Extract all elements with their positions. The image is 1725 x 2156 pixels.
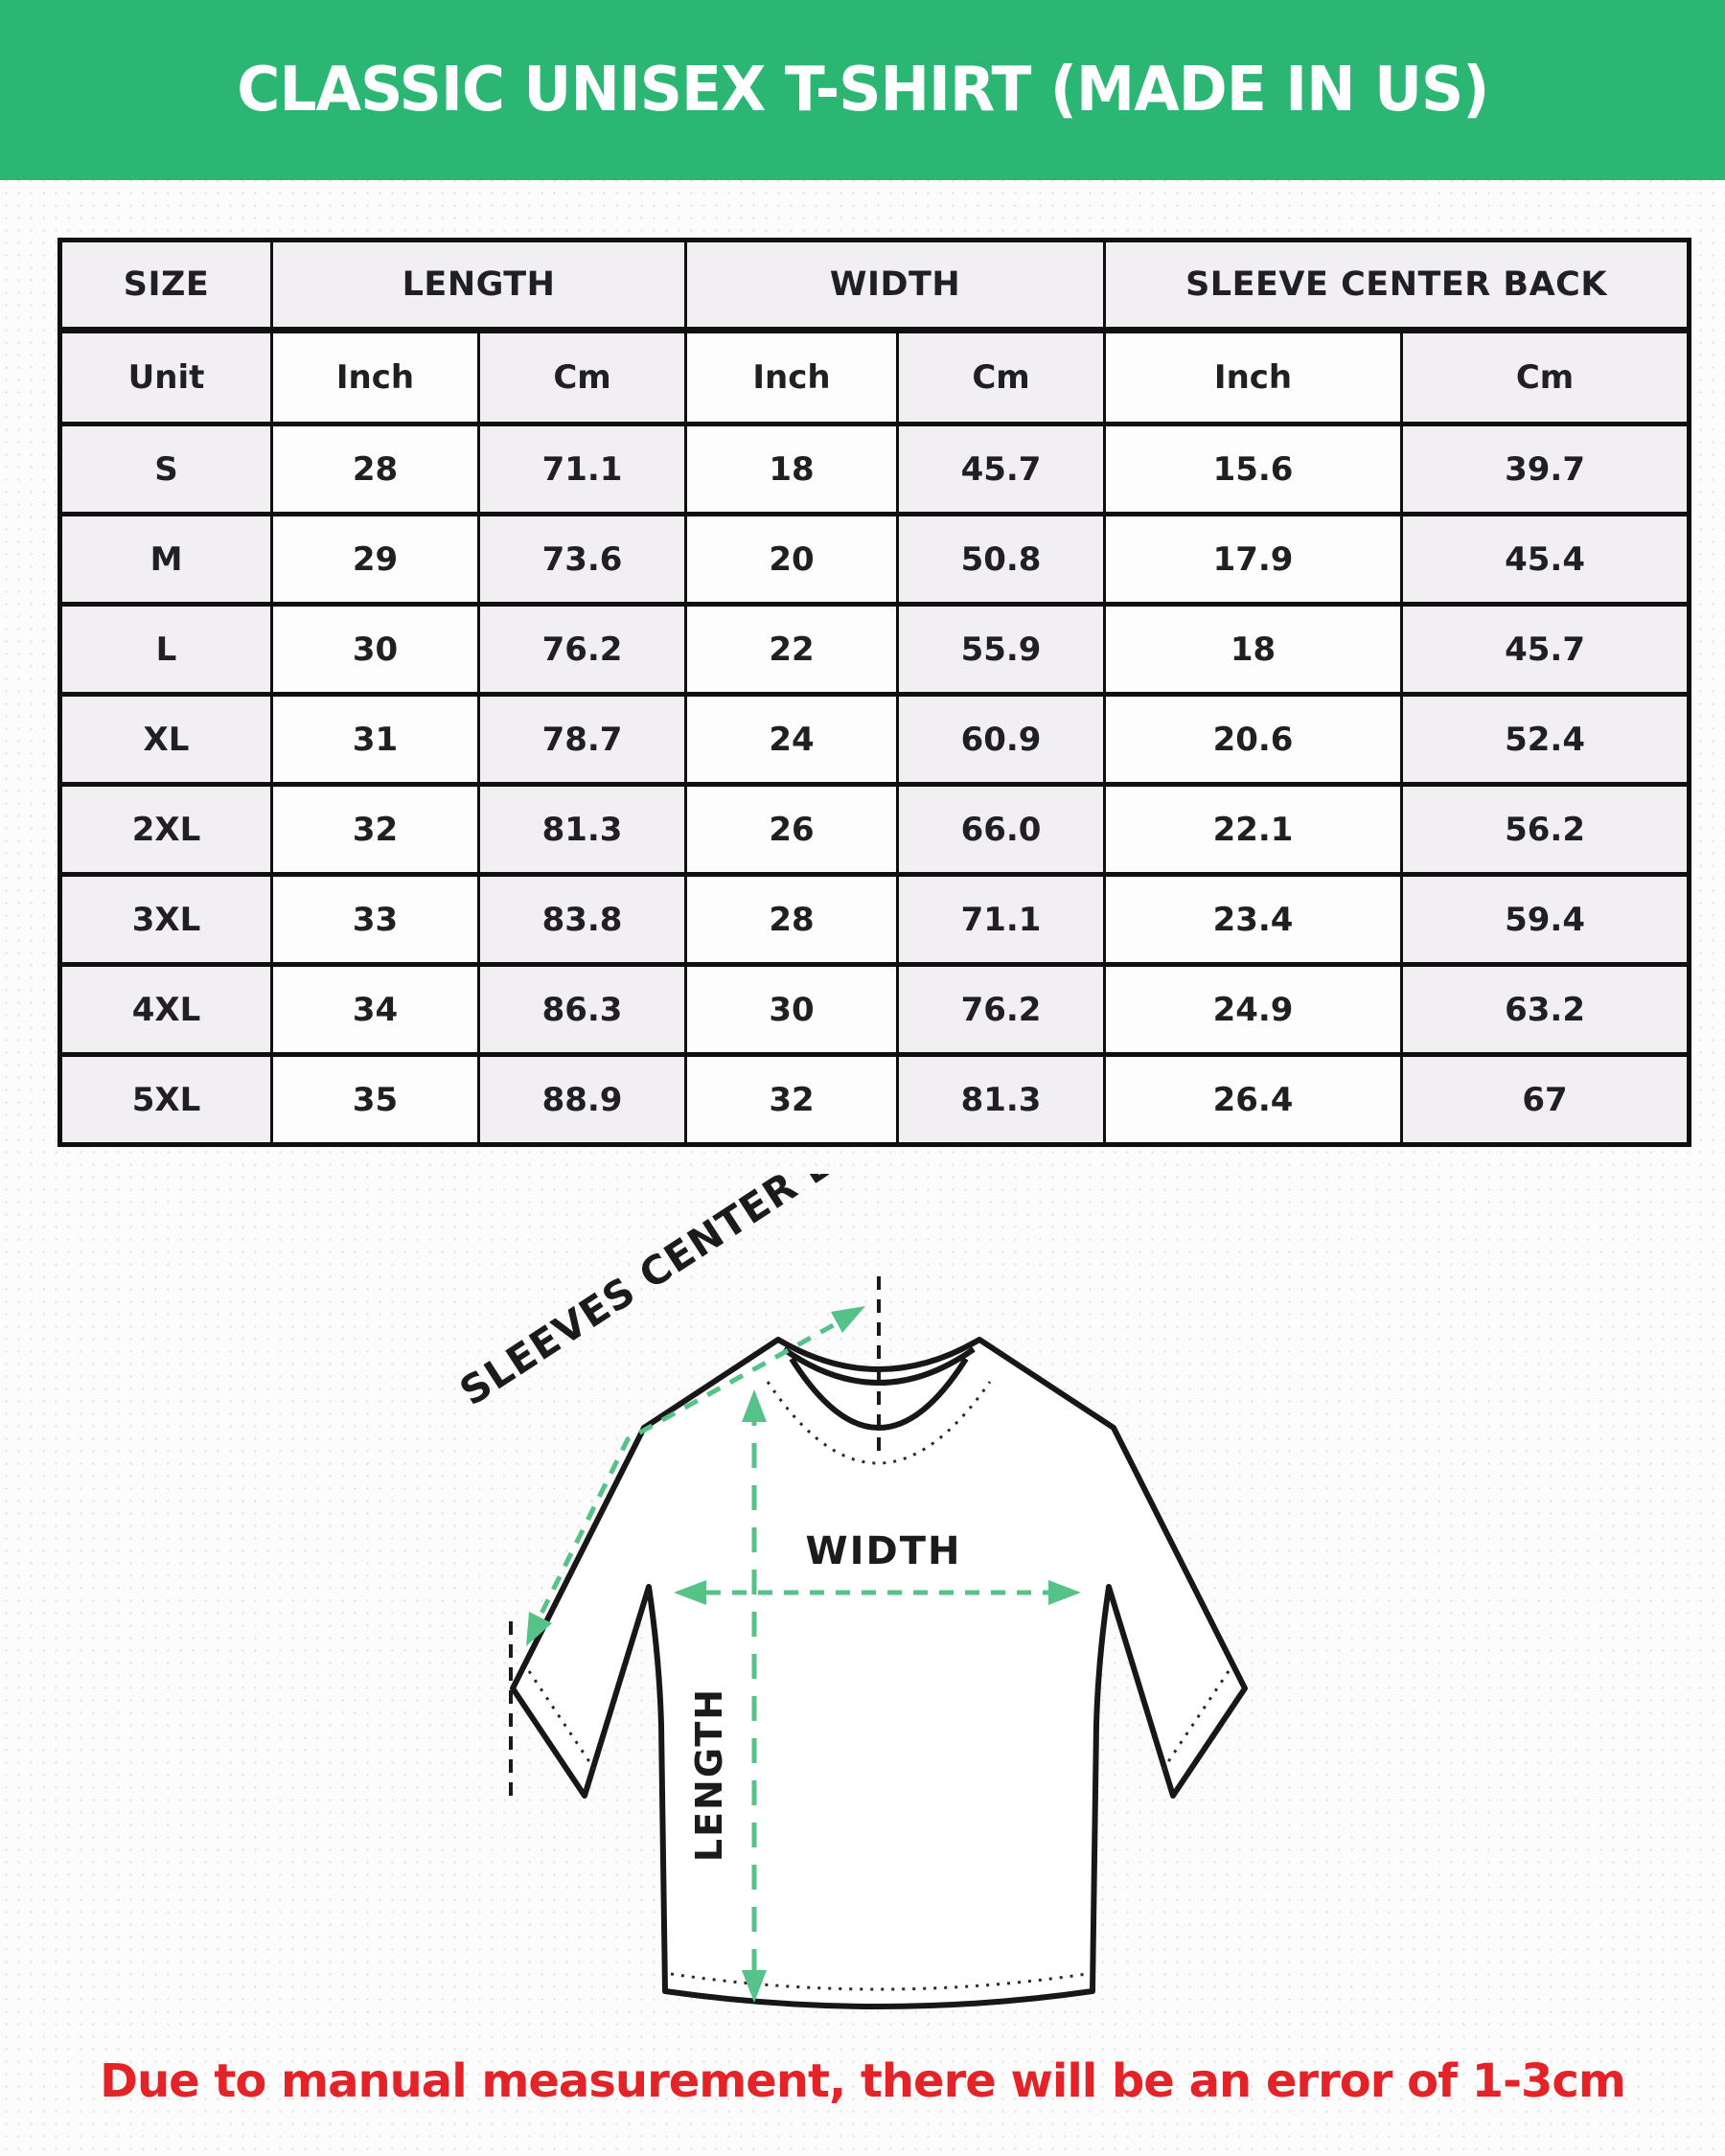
- table-row: 2XL 32 81.3 26 66.0 22.1 56.2: [58, 782, 1691, 877]
- width-arrowhead-right: [1048, 1580, 1081, 1605]
- value-cell: 76.2: [476, 602, 688, 697]
- size-cell: XL: [58, 692, 273, 787]
- table-header-cell: WIDTH: [684, 238, 1107, 333]
- table-row: L 30 76.2 22 55.9 18 45.7: [58, 602, 1691, 697]
- size-cell: L: [58, 602, 273, 697]
- value-cell: 81.3: [896, 1052, 1107, 1147]
- value-cell: 66.0: [896, 782, 1107, 877]
- table-row: 5XL 35 88.9 32 81.3 26.4 67: [58, 1052, 1691, 1147]
- size-table: SIZE LENGTH WIDTH SLEEVE CENTER BACK Unit Inc…: [58, 238, 1692, 1147]
- collar-band-line: [782, 1346, 976, 1386]
- size-cell: M: [58, 512, 273, 607]
- value-cell: 71.1: [476, 422, 688, 516]
- size-cell: 3XL: [58, 872, 273, 967]
- value-cell: 22.1: [1103, 782, 1404, 877]
- value-cell: 32: [684, 1052, 900, 1147]
- value-cell: 45.4: [1400, 512, 1691, 607]
- width-arrowhead-left: [674, 1580, 706, 1605]
- value-cell: 83.8: [476, 872, 688, 967]
- value-cell: 17.9: [1103, 512, 1404, 607]
- page-title: CLASSIC UNISEX T-SHIRT (MADE IN US): [236, 55, 1489, 126]
- tshirt-measurement-diagram: SLEEVES CENTER BACK WIDTH LENGTH: [451, 1174, 1248, 2009]
- table-unit-cell: Cm: [896, 328, 1107, 426]
- size-cell: 2XL: [58, 782, 273, 877]
- value-cell: 28: [684, 872, 900, 967]
- value-cell: 39.7: [1400, 422, 1691, 516]
- value-cell: 52.4: [1400, 692, 1691, 787]
- value-cell: 29: [270, 512, 480, 607]
- size-cell: S: [58, 422, 273, 516]
- value-cell: 20: [684, 512, 900, 607]
- sleeves-arrowhead-top: [831, 1306, 865, 1333]
- value-cell: 34: [270, 962, 480, 1057]
- table-row: S 28 71.1 18 45.7 15.6 39.7: [58, 422, 1691, 516]
- value-cell: 15.6: [1103, 422, 1404, 516]
- value-cell: 60.9: [896, 692, 1107, 787]
- title-banner: CLASSIC UNISEX T-SHIRT (MADE IN US): [0, 0, 1725, 180]
- table-unit-row: Unit Inch Cm Inch Cm Inch Cm: [58, 328, 1691, 426]
- value-cell: 67: [1400, 1052, 1691, 1147]
- length-arrowhead-bottom: [742, 1970, 767, 2003]
- value-cell: 76.2: [896, 962, 1107, 1057]
- table-unit-cell: Inch: [1103, 328, 1404, 426]
- value-cell: 32: [270, 782, 480, 877]
- value-cell: 35: [270, 1052, 480, 1147]
- width-label: WIDTH: [806, 1529, 962, 1573]
- value-cell: 63.2: [1400, 962, 1691, 1057]
- length-arrowhead-top: [742, 1389, 767, 1422]
- table-header-cell: LENGTH: [269, 238, 688, 333]
- value-cell: 81.3: [476, 782, 688, 877]
- value-cell: 56.2: [1400, 782, 1691, 877]
- value-cell: 31: [270, 692, 480, 787]
- table-unit-cell: Inch: [270, 328, 480, 426]
- table-row: 4XL 34 86.3 30 76.2 24.9 63.2: [58, 962, 1691, 1057]
- table-header-row: SIZE LENGTH WIDTH SLEEVE CENTER BACK: [58, 238, 1691, 333]
- value-cell: 30: [270, 602, 480, 697]
- table-unit-cell: Cm: [1400, 328, 1691, 426]
- value-cell: 71.1: [896, 872, 1107, 967]
- hem-stitch-dotted: [670, 1972, 1088, 1991]
- table-row: M 29 73.6 20 50.8 17.9 45.4: [58, 512, 1691, 607]
- value-cell: 24: [684, 692, 900, 787]
- value-cell: 30: [684, 962, 900, 1057]
- value-cell: 18: [684, 422, 900, 516]
- table-row: XL 31 78.7 24 60.9 20.6 52.4: [58, 692, 1691, 787]
- table-unit-cell: Inch: [684, 328, 900, 426]
- measurement-error-note: Due to manual measurement, there will be…: [100, 2054, 1626, 2108]
- value-cell: 86.3: [476, 962, 688, 1057]
- value-cell: 55.9: [896, 602, 1107, 697]
- value-cell: 18: [1103, 602, 1404, 697]
- table-header-cell: SIZE: [58, 238, 273, 333]
- value-cell: 45.7: [896, 422, 1107, 516]
- value-cell: 33: [270, 872, 480, 967]
- value-cell: 23.4: [1103, 872, 1404, 967]
- table-unit-cell: Cm: [476, 328, 688, 426]
- table-row: 3XL 33 83.8 28 71.1 23.4 59.4: [58, 872, 1691, 967]
- length-label: LENGTH: [688, 1687, 730, 1862]
- value-cell: 26: [684, 782, 900, 877]
- size-cell: 4XL: [58, 962, 273, 1057]
- value-cell: 50.8: [896, 512, 1107, 607]
- value-cell: 26.4: [1103, 1052, 1404, 1147]
- value-cell: 28: [270, 422, 480, 516]
- value-cell: 73.6: [476, 512, 688, 607]
- value-cell: 22: [684, 602, 900, 697]
- sleeves-center-back-arrow: [525, 1310, 858, 1642]
- value-cell: 20.6: [1103, 692, 1404, 787]
- value-cell: 78.7: [476, 692, 688, 787]
- value-cell: 45.7: [1400, 602, 1691, 697]
- value-cell: 88.9: [476, 1052, 688, 1147]
- tshirt-outline: [510, 1337, 1248, 2009]
- sleeves-arrowhead-bottom: [526, 1612, 552, 1646]
- value-cell: 24.9: [1103, 962, 1404, 1057]
- size-cell: 5XL: [58, 1052, 273, 1147]
- value-cell: 59.4: [1400, 872, 1691, 967]
- table-unit-cell: Unit: [58, 328, 273, 426]
- table-header-cell: SLEEVE CENTER BACK: [1103, 238, 1691, 333]
